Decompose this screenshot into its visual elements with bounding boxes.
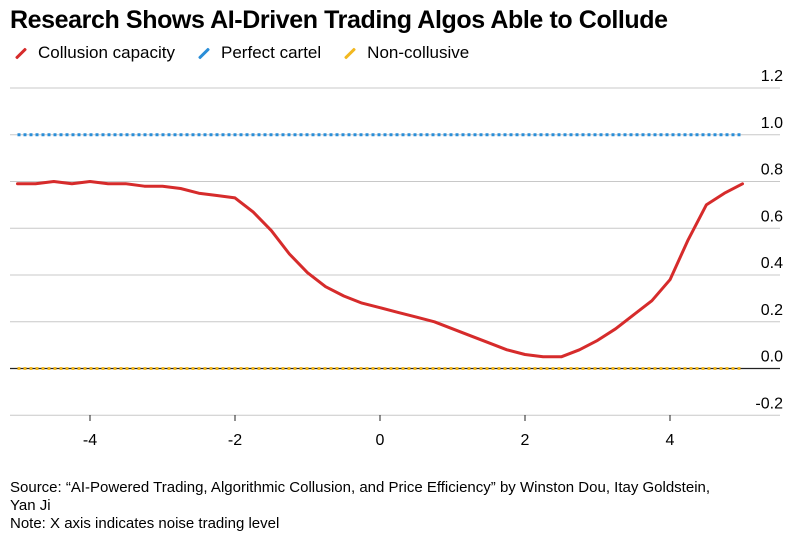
legend-swatch-blue [198,46,211,60]
legend-label-non-collusive: Non-collusive [367,43,470,62]
x-tick-label: 4 [666,432,675,449]
x-tick-label: 0 [376,432,385,449]
legend: Collusion capacity Perfect cartel Non-co… [14,42,491,64]
line-chart: -0.2 0.0 0.2 0.4 0.6 0.8 1.0 1.2 -4 -2 0 2 4 [10,68,783,449]
y-tick-label: 0.0 [761,349,783,366]
legend-label-collusion-capacity: Collusion capacity [38,43,176,62]
source-line-2: Yan Ji [10,497,51,514]
legend-item-perfect-cartel: Perfect cartel [197,43,321,63]
y-tick-label: 1.0 [761,115,783,132]
y-tick-label: -0.2 [755,395,783,412]
x-tick-label: 2 [521,432,530,449]
x-tick-label: -4 [83,432,97,449]
legend-item-non-collusive: Non-collusive [343,43,469,63]
x-tick-label: -2 [228,432,242,449]
y-tick-label: 0.6 [761,208,783,225]
y-tick-label: 0.8 [761,162,783,179]
chart-title: Research Shows AI-Driven Trading Algos A… [10,6,668,34]
source-line-1: Source: “AI-Powered Trading, Algorithmic… [10,479,711,496]
legend-item-collusion-capacity: Collusion capacity [14,43,175,63]
y-tick-label: 1.2 [761,68,783,85]
legend-swatch-red [14,46,28,60]
legend-swatch-yellow [344,46,357,60]
y-tick-label: 0.2 [761,302,783,319]
chart-note: Note: X axis indicates noise trading lev… [10,515,280,532]
series-collusion-capacity-line [16,180,744,359]
y-tick-label: 0.4 [761,255,783,272]
legend-label-perfect-cartel: Perfect cartel [221,43,322,62]
